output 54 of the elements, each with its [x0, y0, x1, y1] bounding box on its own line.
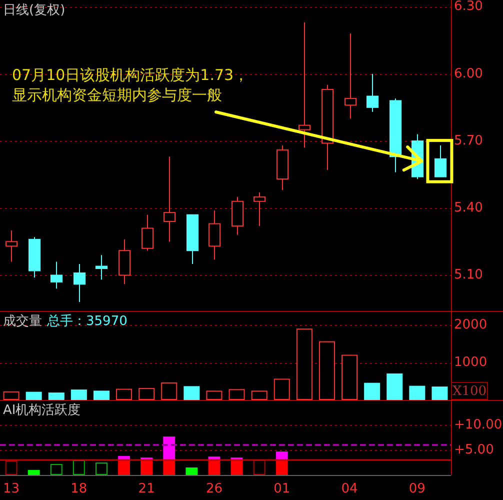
bar	[276, 460, 288, 475]
bar	[140, 460, 153, 475]
annotation: 07月10日该股机构活跃度为1.73，显示机构资金短期内参与度一般	[12, 66, 249, 104]
bar	[72, 460, 85, 475]
bar	[118, 460, 130, 475]
y-tick-label: 6.00	[454, 66, 483, 82]
bar	[228, 389, 245, 400]
x-tick-label: 21	[138, 482, 155, 496]
chart-subtitle: 总手：35970	[46, 314, 128, 329]
bar	[186, 468, 198, 475]
y-tick-label: 6.30	[454, 0, 483, 14]
y-tick-label: +10.00	[454, 418, 502, 432]
y-tick-label: 5.10	[454, 268, 483, 283]
chart-title: AI机构活跃度	[3, 402, 81, 418]
x-tick-label: 04	[341, 482, 358, 496]
chart-title: 成交量	[3, 313, 42, 329]
bar	[274, 378, 290, 400]
y-tick-label: 5.70	[454, 133, 483, 148]
bar	[342, 354, 358, 400]
bar	[138, 388, 155, 400]
y-tick-label: 2000	[454, 318, 488, 333]
bar	[276, 452, 288, 460]
bar	[163, 436, 176, 460]
bar	[296, 328, 312, 400]
bar	[184, 386, 200, 400]
bar	[409, 386, 426, 400]
bar	[96, 462, 108, 475]
bar	[161, 382, 178, 400]
bar	[70, 390, 87, 400]
x-tick-label: 18	[70, 482, 88, 496]
x-tick-label: 13	[3, 482, 20, 496]
x-tick-label: 01	[274, 482, 290, 496]
bar	[364, 382, 380, 400]
bar	[116, 388, 132, 400]
bar	[28, 470, 40, 475]
x-tick-label: 26	[206, 482, 222, 496]
bar	[3, 391, 20, 400]
bar	[93, 390, 110, 400]
bar	[251, 390, 268, 400]
x-tick-label: 09	[408, 482, 426, 496]
y-tick-label: 1000	[454, 355, 488, 370]
bar	[386, 373, 403, 400]
bar	[50, 464, 62, 475]
y-tick-label: 5.40	[454, 200, 483, 216]
chart-title: 日线(复权)	[3, 3, 66, 18]
bar	[206, 390, 222, 400]
bar	[318, 341, 335, 400]
bar	[432, 386, 448, 400]
bar	[48, 392, 64, 400]
bar	[208, 460, 220, 475]
bar	[163, 460, 176, 475]
bar	[26, 392, 42, 400]
y-tick-label: +5.00	[454, 442, 494, 458]
bar	[230, 460, 243, 475]
